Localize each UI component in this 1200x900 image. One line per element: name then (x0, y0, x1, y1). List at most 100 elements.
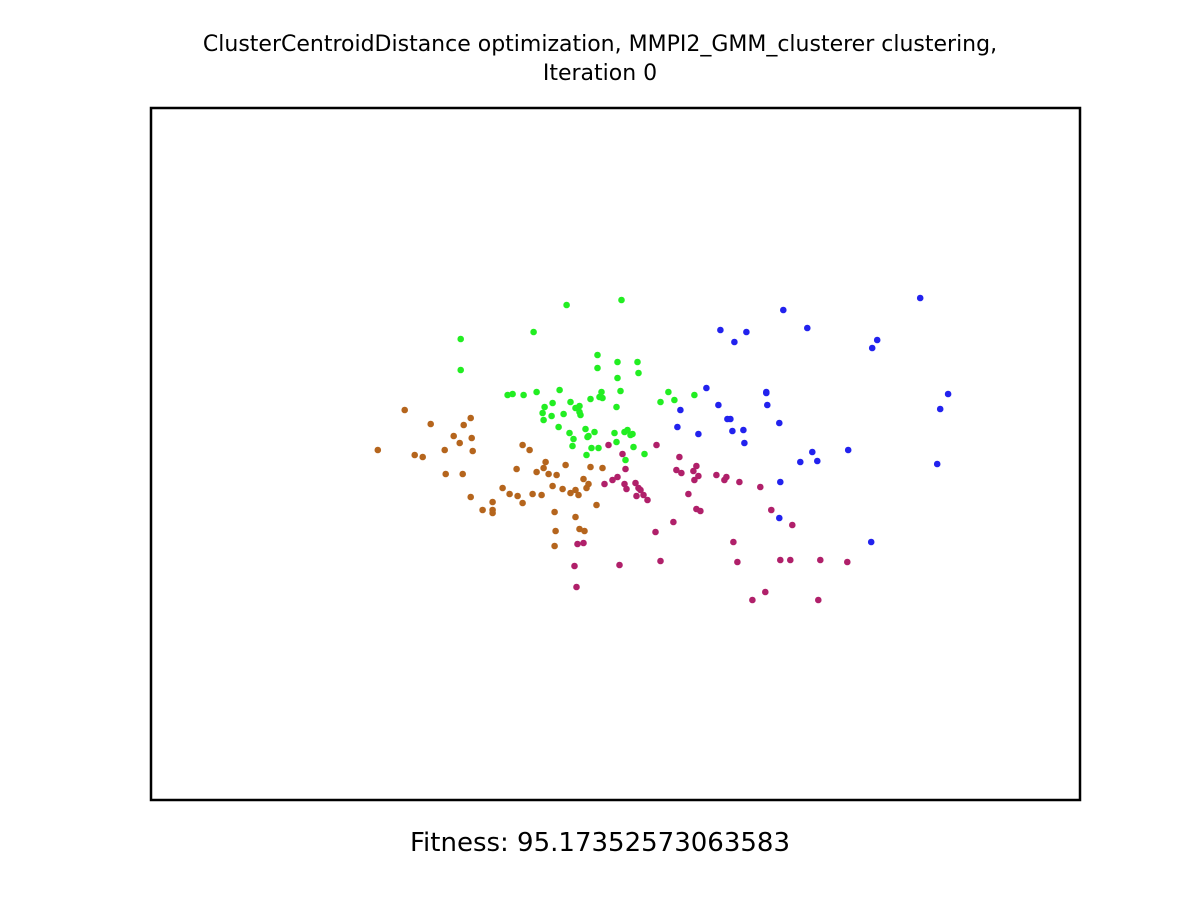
data-point-cluster-3 (844, 558, 851, 566)
data-point-cluster-2 (567, 398, 574, 406)
data-point-cluster-4 (916, 294, 924, 302)
data-point-cluster-3 (653, 441, 660, 449)
data-point-cluster-2 (563, 301, 570, 309)
data-point-cluster-3 (632, 479, 639, 487)
data-point-cluster-2 (530, 328, 537, 336)
data-point-cluster-1 (562, 461, 569, 469)
data-point-cluster-2 (618, 296, 625, 304)
data-point-cluster-3 (817, 556, 824, 564)
data-point-cluster-4 (717, 326, 724, 334)
data-point-cluster-1 (401, 406, 409, 414)
data-point-cluster-2 (657, 398, 664, 406)
data-point-cluster-4 (780, 306, 787, 314)
chart-title-line-2: Iteration 0 (542, 61, 658, 86)
data-point-cluster-3 (757, 483, 764, 491)
data-point-cluster-1 (533, 468, 540, 476)
data-point-cluster-2 (599, 394, 606, 402)
data-point-cluster-2 (691, 391, 698, 399)
data-point-cluster-2 (629, 430, 636, 438)
data-point-cluster-3 (730, 538, 737, 546)
data-point-cluster-2 (457, 366, 465, 374)
data-point-cluster-3 (616, 561, 623, 569)
data-point-cluster-2 (520, 391, 527, 399)
data-point-cluster-2 (570, 435, 577, 443)
data-point-cluster-2 (569, 442, 576, 450)
data-point-cluster-2 (630, 443, 637, 451)
data-point-cluster-2 (572, 404, 579, 412)
data-point-cluster-3 (670, 518, 677, 526)
data-point-cluster-1 (585, 480, 592, 488)
data-point-cluster-1 (538, 491, 545, 499)
data-point-cluster-1 (506, 490, 513, 498)
data-point-cluster-2 (598, 388, 605, 396)
data-point-cluster-3 (815, 596, 822, 604)
data-point-cluster-2 (613, 403, 620, 411)
data-point-cluster-1 (526, 446, 533, 454)
data-point-cluster-3 (777, 556, 784, 564)
data-point-cluster-3 (619, 450, 626, 458)
data-point-cluster-3 (633, 492, 640, 500)
data-point-cluster-1 (529, 490, 536, 498)
data-point-cluster-1 (545, 470, 552, 478)
data-point-cluster-1 (580, 475, 587, 483)
data-point-cluster-1 (374, 446, 382, 454)
data-point-cluster-4 (715, 401, 722, 409)
data-point-cluster-1 (551, 542, 558, 550)
data-point-cluster-3 (768, 506, 775, 514)
data-point-cluster-1 (553, 471, 560, 479)
data-point-cluster-4 (804, 324, 811, 332)
data-point-cluster-4 (797, 458, 804, 466)
data-point-cluster-2 (595, 444, 602, 452)
data-point-cluster-2 (556, 386, 563, 394)
data-point-cluster-2 (533, 388, 540, 396)
data-point-cluster-4 (809, 448, 816, 456)
data-point-cluster-1 (587, 463, 594, 471)
data-point-cluster-2 (634, 358, 641, 366)
data-point-cluster-1 (514, 492, 521, 500)
data-point-cluster-3 (657, 557, 664, 565)
data-point-cluster-1 (519, 441, 526, 449)
data-point-cluster-4 (703, 384, 710, 392)
data-point-cluster-1 (581, 527, 588, 535)
data-point-cluster-4 (764, 401, 771, 409)
data-point-cluster-2 (560, 410, 567, 418)
data-point-cluster-3 (580, 539, 587, 547)
data-point-cluster-2 (555, 423, 562, 431)
data-point-cluster-4 (677, 406, 684, 414)
data-point-cluster-1 (499, 484, 506, 492)
data-point-cluster-3 (574, 540, 581, 548)
data-point-cluster-2 (665, 388, 672, 396)
data-point-cluster-1 (567, 489, 574, 497)
data-point-cluster-3 (690, 467, 697, 475)
data-point-cluster-2 (584, 433, 591, 441)
data-point-cluster-2 (587, 395, 594, 403)
data-point-cluster-4 (868, 344, 876, 352)
data-point-cluster-4 (729, 427, 736, 435)
data-point-cluster-3 (623, 485, 630, 493)
data-point-cluster-3 (637, 486, 644, 494)
data-point-cluster-3 (652, 528, 659, 536)
data-point-cluster-3 (609, 476, 616, 484)
data-point-cluster-3 (622, 465, 629, 473)
data-point-cluster-1 (419, 453, 427, 461)
data-point-cluster-2 (614, 374, 621, 382)
data-point-cluster-2 (549, 399, 556, 407)
data-point-cluster-1 (467, 414, 475, 422)
data-point-cluster-1 (489, 509, 496, 517)
data-point-cluster-2 (617, 387, 624, 395)
data-point-cluster-3 (693, 462, 700, 470)
data-point-cluster-4 (873, 336, 881, 344)
data-point-cluster-2 (541, 403, 548, 411)
data-point-cluster-1 (479, 506, 486, 514)
data-point-cluster-2 (613, 438, 620, 446)
data-point-cluster-1 (572, 513, 579, 521)
data-point-cluster-1 (519, 499, 526, 507)
data-point-cluster-1 (575, 491, 582, 499)
data-point-cluster-4 (777, 478, 784, 486)
data-point-cluster-2 (540, 416, 547, 424)
data-point-cluster-1 (540, 464, 547, 472)
data-point-cluster-3 (644, 496, 651, 504)
data-point-cluster-2 (614, 358, 621, 366)
points-layer (374, 294, 952, 604)
